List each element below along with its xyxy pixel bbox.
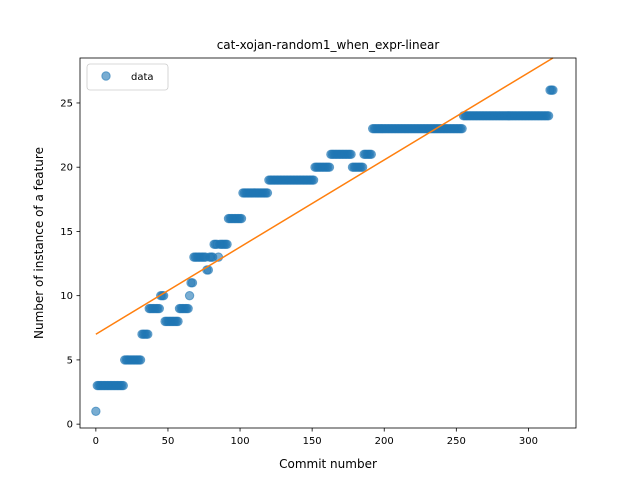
- x-tick-label: 200: [375, 436, 394, 447]
- data-point: [543, 111, 554, 121]
- data-point: [135, 355, 146, 365]
- data-point: [346, 149, 356, 160]
- y-tick-label: 20: [60, 163, 73, 174]
- data-point: [118, 380, 128, 391]
- data-point: [143, 329, 153, 339]
- legend-label-data: data: [131, 72, 154, 83]
- y-axis-label: Number of instance of a feature: [32, 147, 46, 339]
- data-point: [222, 239, 232, 249]
- chart-title: cat-xojan-random1_when_expr-linear: [217, 38, 440, 52]
- y-tick-label: 10: [60, 291, 73, 302]
- x-axis-label: Commit number: [279, 457, 377, 471]
- legend: data: [86, 63, 169, 91]
- x-tick-label: 300: [519, 436, 538, 447]
- data-point: [366, 149, 376, 160]
- data-point: [184, 290, 195, 301]
- data-point: [308, 175, 319, 185]
- data-point: [173, 316, 183, 327]
- data-point: [548, 85, 558, 95]
- y-tick-label: 15: [60, 227, 73, 238]
- y-tick-label: 5: [67, 355, 73, 366]
- x-tick-label: 50: [162, 436, 175, 447]
- x-tick-label: 150: [303, 436, 322, 447]
- data-point: [236, 213, 247, 224]
- x-tick-label: 250: [447, 436, 466, 447]
- y-tick-label: 25: [60, 98, 73, 109]
- legend-box: [86, 63, 169, 91]
- axes-frame: [79, 57, 577, 429]
- plot-area: [91, 57, 558, 416]
- data-point: [457, 123, 467, 134]
- x-tick-label: 0: [93, 436, 99, 447]
- fit-line: [95, 57, 554, 335]
- y-tick-label: 0: [67, 420, 73, 431]
- axis-ticks: 0 50 100 150 200 250 300 0 5 10 15 20 25: [60, 98, 538, 447]
- data-point: [262, 188, 273, 198]
- data-point: [183, 303, 193, 314]
- data-point: [91, 406, 101, 416]
- data-point: [187, 278, 198, 288]
- data-point: [324, 162, 335, 172]
- x-tick-label: 100: [230, 436, 249, 447]
- data-point: [357, 162, 368, 172]
- legend-marker: [101, 71, 111, 81]
- data-point: [154, 303, 165, 314]
